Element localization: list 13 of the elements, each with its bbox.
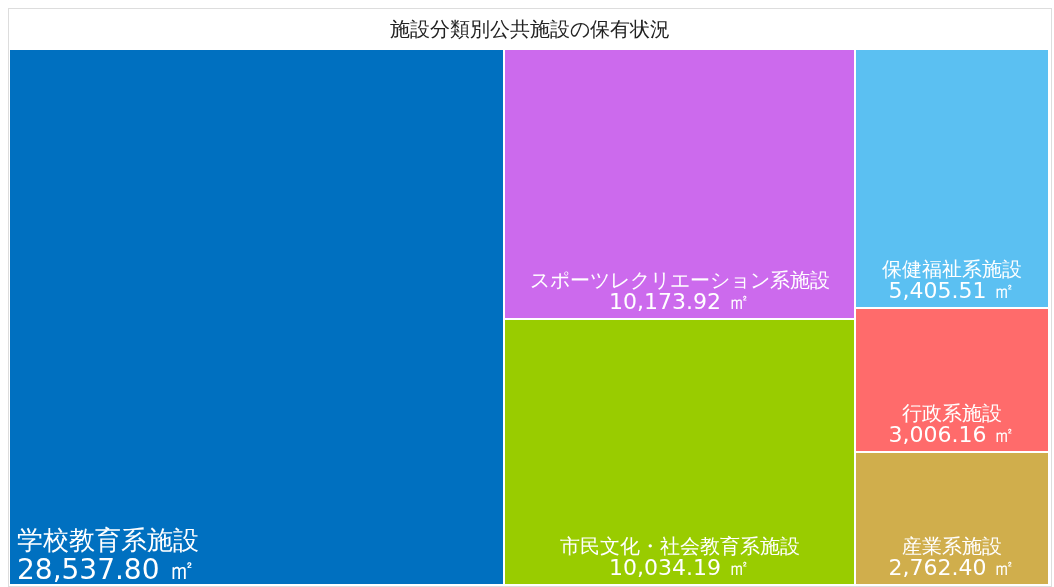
- category-label: 学校教育系施設: [17, 525, 199, 555]
- category-label: スポーツレクリエーション系施設: [529, 268, 830, 292]
- data-label: 3,006.16 ㎡: [888, 422, 1016, 447]
- data-label: 5,405.51 ㎡: [888, 278, 1016, 303]
- data-label: 2,762.40 ㎡: [888, 555, 1016, 580]
- data-label: 28,537.80 ㎡: [17, 553, 197, 586]
- text: 施設分類別公共施設の保有状況: [389, 16, 671, 43]
- data-label: 10,034.19 ㎡: [609, 555, 750, 580]
- category-label: 行政系施設: [902, 401, 1002, 425]
- data-label: 10,173.92 ㎡: [609, 289, 750, 314]
- category-label: 市民文化・社会教育系施設: [559, 534, 800, 558]
- category-label: 産業系施設: [902, 534, 1002, 558]
- category-label: 保健福祉系施設: [882, 257, 1022, 281]
